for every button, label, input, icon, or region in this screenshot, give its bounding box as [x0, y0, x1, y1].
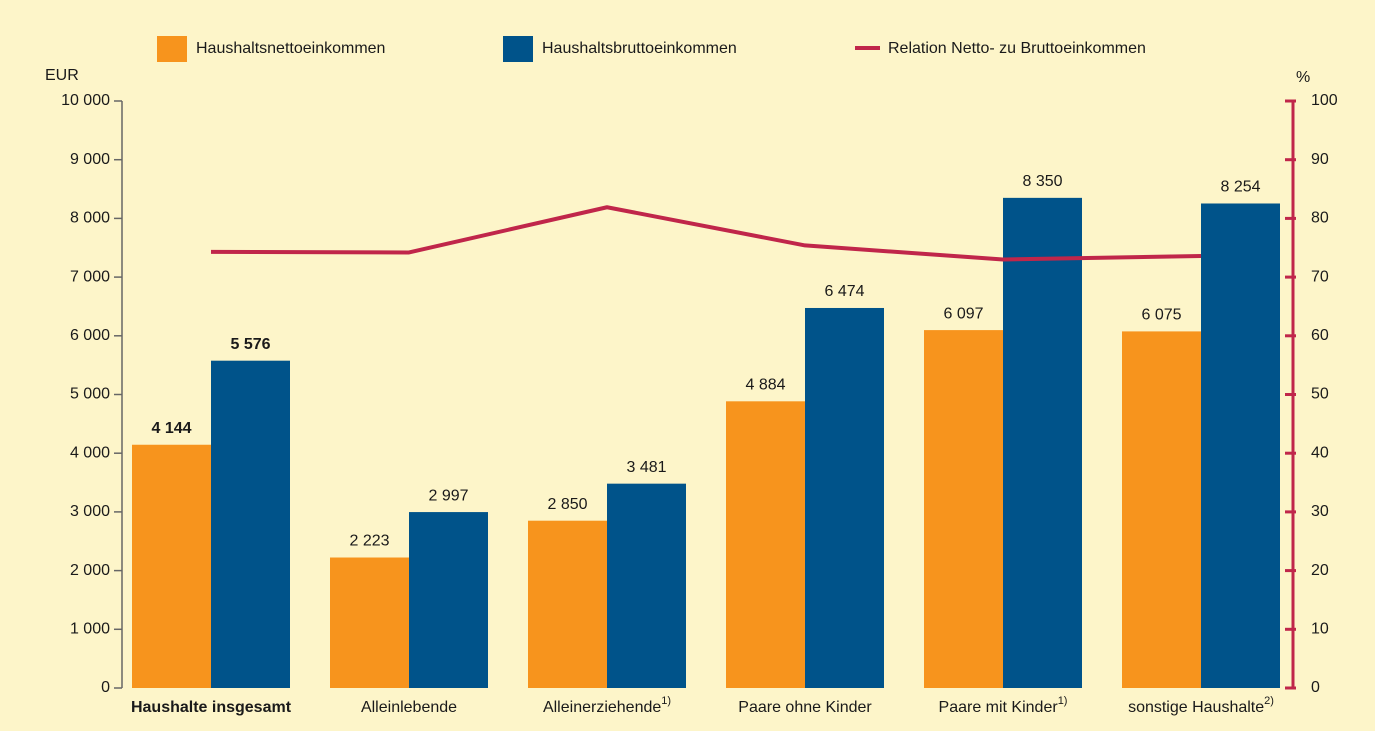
y-tick-label: 8 000 — [70, 210, 110, 227]
x-tick-label: Paare mit Kinder1) — [939, 695, 1068, 716]
y-tick-label: 10 000 — [61, 92, 110, 109]
value-label: 3 481 — [626, 459, 666, 476]
value-label: 8 350 — [1022, 173, 1062, 190]
ratio-line — [210, 205, 1202, 262]
y2-tick-label: 100 — [1311, 92, 1338, 109]
y-tick-label: 3 000 — [70, 503, 110, 520]
legend-swatch — [503, 36, 533, 62]
y-tick-label: 4 000 — [70, 444, 110, 461]
y2-tick-label: 90 — [1311, 151, 1329, 168]
bar — [726, 401, 805, 688]
y-tick-label: 6 000 — [70, 327, 110, 344]
value-label: 8 254 — [1220, 179, 1260, 196]
legend-label: Haushaltsnettoeinkommen — [196, 40, 385, 57]
y2-tick-label: 30 — [1311, 503, 1329, 520]
category-name: Paare mit Kinder — [939, 699, 1059, 716]
bar — [1122, 331, 1201, 688]
x-tick-label: Haushalte insgesamt — [131, 699, 292, 716]
bar — [409, 512, 488, 688]
y2-tick-label: 0 — [1311, 679, 1320, 696]
bar — [132, 444, 211, 688]
x-tick-label: Alleinlebende — [361, 699, 457, 716]
x-tick-label: Alleinerziehende1) — [543, 695, 671, 716]
y2-tick-label: 70 — [1311, 268, 1329, 285]
category-name: Haushalte insgesamt — [131, 699, 292, 716]
bar — [924, 330, 1003, 688]
legend-swatch — [157, 36, 187, 62]
value-label: 6 097 — [943, 305, 983, 322]
y-tick-label: 1 000 — [70, 621, 110, 638]
y2-axis-label: % — [1296, 69, 1310, 86]
bar — [211, 360, 290, 688]
category-name: Alleinerziehende — [543, 699, 661, 716]
category-name: Paare ohne Kinder — [738, 699, 872, 716]
y2-tick-label: 80 — [1311, 210, 1329, 227]
value-label: 6 075 — [1141, 307, 1181, 324]
y-tick-label: 0 — [101, 679, 110, 696]
y2-tick-label: 20 — [1311, 562, 1329, 579]
y-tick-label: 5 000 — [70, 386, 110, 403]
y-tick-label: 9 000 — [70, 151, 110, 168]
y2-tick-label: 60 — [1311, 327, 1329, 344]
legend-label: Relation Netto- zu Bruttoeinkommen — [888, 40, 1146, 57]
value-label: 5 576 — [230, 336, 270, 353]
bar — [330, 557, 409, 688]
footnote-mark: 1) — [661, 695, 671, 707]
bar — [1003, 197, 1082, 689]
category-name: Alleinlebende — [361, 699, 457, 716]
x-tick-label: Paare ohne Kinder — [738, 699, 872, 716]
bar — [607, 483, 686, 688]
bar — [805, 307, 884, 688]
x-tick-label: sonstige Haushalte2) — [1128, 695, 1274, 716]
bar — [1201, 203, 1280, 688]
value-label: 2 997 — [428, 487, 468, 504]
value-label: 2 850 — [547, 496, 587, 513]
value-label: 6 474 — [824, 283, 864, 300]
footnote-mark: 1) — [1058, 695, 1068, 707]
value-label: 2 223 — [349, 533, 389, 550]
y2-tick-label: 10 — [1311, 621, 1329, 638]
footnote-mark: 2) — [1264, 695, 1274, 707]
y-tick-label: 7 000 — [70, 268, 110, 285]
legend-label: Haushaltsbruttoeinkommen — [542, 40, 737, 57]
y-axis-label: EUR — [45, 67, 79, 84]
bar — [528, 520, 607, 688]
category-name: sonstige Haushalte — [1128, 699, 1264, 716]
y2-tick-label: 40 — [1311, 444, 1329, 461]
value-label: 4 884 — [745, 377, 785, 394]
y2-tick-label: 50 — [1311, 386, 1329, 403]
value-label: 4 144 — [151, 420, 191, 437]
y-tick-label: 2 000 — [70, 562, 110, 579]
